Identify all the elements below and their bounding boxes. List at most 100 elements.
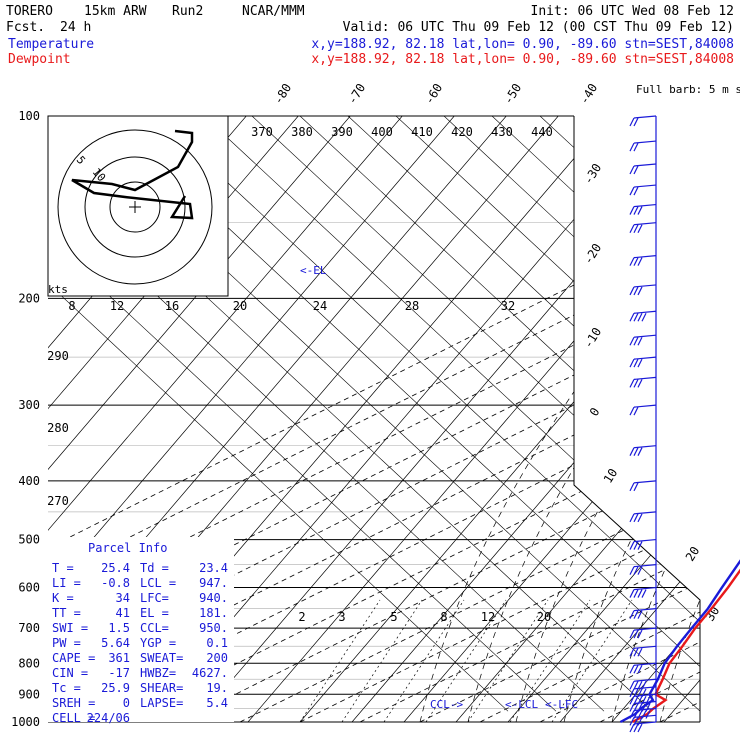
isotherm-label: -60 — [422, 81, 445, 107]
hodograph-axis-label: 16 — [165, 299, 179, 313]
temperature-location: x,y=188.92, 82.18 lat,lon= 0.90, -89.60 … — [311, 37, 734, 52]
parcel-info-row: K = 34 LFC= 940. — [52, 591, 228, 605]
parcel-param-value: 0.1 — [206, 636, 228, 650]
isentrope — [443, 116, 700, 712]
parcel-param-value: 947. — [199, 576, 228, 590]
theta-label-left: 280 — [47, 421, 69, 435]
mixing-ratio-label: 5 — [390, 610, 397, 624]
pressure-label-500: 500 — [18, 533, 40, 547]
legend-dewpoint: Dewpoint — [8, 52, 71, 67]
pressure-label-900: 900 — [18, 687, 40, 701]
wind-barb — [629, 376, 657, 388]
parcel-info-row: SREH = 0 LAPSE= 5.4 — [52, 696, 228, 710]
parcel-param-value: 5.64 — [101, 636, 130, 650]
forecast-label: Fcst. — [6, 20, 45, 35]
wind-barb — [629, 163, 657, 175]
mixing-ratio-label: 8 — [440, 610, 447, 624]
isotherm — [179, 116, 700, 722]
hodograph-trace — [71, 129, 194, 220]
wind-barb — [629, 707, 657, 719]
isentrope — [48, 116, 557, 712]
wind-barb — [629, 140, 657, 152]
parcel-param-value: 23.4 — [199, 561, 228, 575]
wind-barb — [629, 284, 657, 296]
parcel-param-label: YGP = — [140, 636, 176, 650]
pressure-label-300: 300 — [18, 398, 40, 412]
mixing-ratio-label: 3 — [338, 610, 345, 624]
hodograph-axis-label: 8 — [68, 299, 75, 313]
theta-label: 420 — [451, 125, 473, 139]
theta-label-left: 270 — [47, 494, 69, 508]
parcel-param-value: -17 — [108, 666, 130, 680]
wind-barb — [629, 115, 657, 127]
parcel-param-label: LFC= — [140, 591, 169, 605]
isotherm — [599, 116, 700, 722]
mixing-ratio-line — [467, 599, 549, 722]
parcel-info-panel: Parcel Info T = 25.4 Td = 23.4 LI = -0.8 LCL =… — [48, 537, 234, 725]
parcel-info-row: PW = 5.64 YGP = 0.1 — [52, 636, 228, 650]
wind-barb — [629, 586, 657, 598]
pressure-label-100: 100 — [18, 109, 40, 123]
parcel-param-label: LCL = — [140, 576, 176, 590]
model-name: TORERO — [6, 4, 53, 19]
parcel-info-row: CIN = -17 HWBZ= 4627. — [52, 666, 228, 680]
dry-adiabat — [299, 116, 700, 722]
dry-adiabat — [559, 116, 700, 722]
parcel-param-label: T = — [52, 561, 74, 575]
parcel-param-label: K = — [52, 591, 74, 605]
theta-label: 390 — [331, 125, 353, 139]
wind-barb — [629, 686, 657, 698]
parcel-param-value: 361 — [108, 651, 130, 665]
isotherm — [720, 116, 740, 722]
parcel-param-value: 5.4 — [206, 696, 228, 710]
pressure-label-600: 600 — [18, 581, 40, 595]
isentrope — [203, 116, 700, 712]
ccl-marker: CCL-> — [430, 698, 463, 711]
isentrope — [299, 116, 700, 712]
mixing-ratio-line — [299, 599, 381, 722]
wind-barb — [629, 310, 657, 322]
isentrope — [48, 116, 509, 712]
parcel-param-label: LAPSE= — [140, 696, 183, 710]
dry-adiabat — [48, 116, 379, 722]
wind-barb — [629, 714, 657, 726]
hodograph-ring — [57, 129, 213, 285]
parcel-param-value: 25.4 — [101, 561, 130, 575]
parcel-param-value: 940. — [199, 591, 228, 605]
wind-barb — [629, 627, 657, 639]
parcel-param-value: 1.5 — [108, 621, 130, 635]
isotherm — [359, 116, 700, 722]
wind-barb — [629, 222, 657, 233]
temperature-line — [631, 568, 740, 724]
wind-barb — [629, 693, 657, 705]
dry-adiabat — [48, 116, 431, 722]
hodograph-axis-label: 28 — [405, 299, 419, 313]
wind-barb — [629, 721, 657, 733]
el-marker: <-EL — [300, 264, 327, 277]
mixing-ratio-line — [341, 599, 423, 722]
wind-barbs: Full barb: 5 m s⁻¹ — [629, 83, 740, 733]
wind-barb — [629, 645, 657, 657]
parcel-param-value: -0.8 — [101, 576, 130, 590]
pressure-label-700: 700 — [18, 621, 40, 635]
theta-label: 410 — [411, 125, 433, 139]
dry-adiabat — [455, 116, 700, 722]
wind-barb — [629, 700, 657, 712]
isentrope — [491, 116, 700, 712]
isotherm-label: -10 — [581, 325, 604, 351]
pressure-label-400: 400 — [18, 474, 40, 488]
theta-label: 430 — [491, 125, 513, 139]
theta-label: 380 — [291, 125, 313, 139]
isotherm — [299, 116, 700, 722]
parcel-param-value: 181. — [199, 606, 228, 620]
parcel-info-row: T = 25.4 Td = 23.4 — [52, 561, 228, 575]
dry-adiabat — [48, 116, 535, 722]
wind-barb — [629, 678, 657, 690]
hodograph-axis-label: 24 — [313, 299, 327, 313]
isentrope — [155, 116, 700, 712]
isotherm-label: -20 — [581, 241, 604, 267]
parcel-param-label: EL = — [140, 606, 169, 620]
model-resolution: 15km ARW — [84, 4, 147, 19]
parcel-param-value: 200 — [206, 651, 228, 665]
